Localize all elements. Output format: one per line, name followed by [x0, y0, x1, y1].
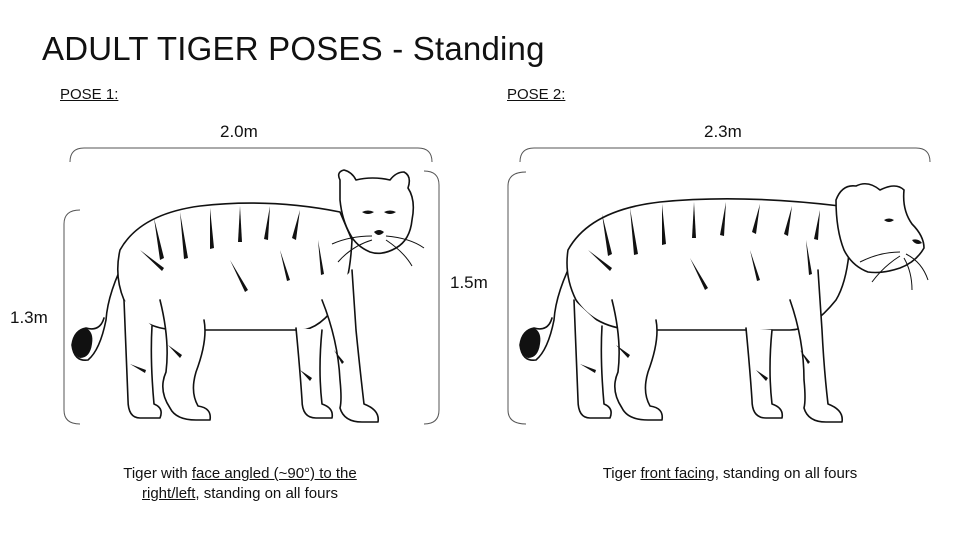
pose-1-height-bracket	[63, 209, 81, 425]
pose-2-caption-emphasis: front facing	[640, 465, 715, 482]
pose-1-width-label: 2.0m	[220, 122, 258, 141]
page-title: ADULT TIGER POSES - Standing	[42, 30, 545, 67]
pose-2-width-label: 2.3m	[704, 122, 742, 141]
pose-2-label: POSE 2:	[507, 86, 566, 103]
pose-1-width-bracket	[69, 147, 433, 163]
pose-1-side-bracket	[423, 170, 440, 425]
pose-2-caption: Tiger front facing, standing on all four…	[602, 465, 858, 482]
pose-1-label: POSE 1:	[60, 86, 119, 103]
pose-1-caption-emphasis: face angled (~90°) to the right/left	[142, 465, 357, 502]
pose-2-width-bracket	[519, 147, 931, 163]
pose-1-caption: Tiger with face angled (~90°) to the rig…	[123, 465, 357, 502]
pose-1-height-label: 1.3m	[10, 308, 48, 327]
pose-2-height-label: 1.5m	[450, 273, 488, 292]
pose-2-height-bracket	[507, 171, 527, 425]
